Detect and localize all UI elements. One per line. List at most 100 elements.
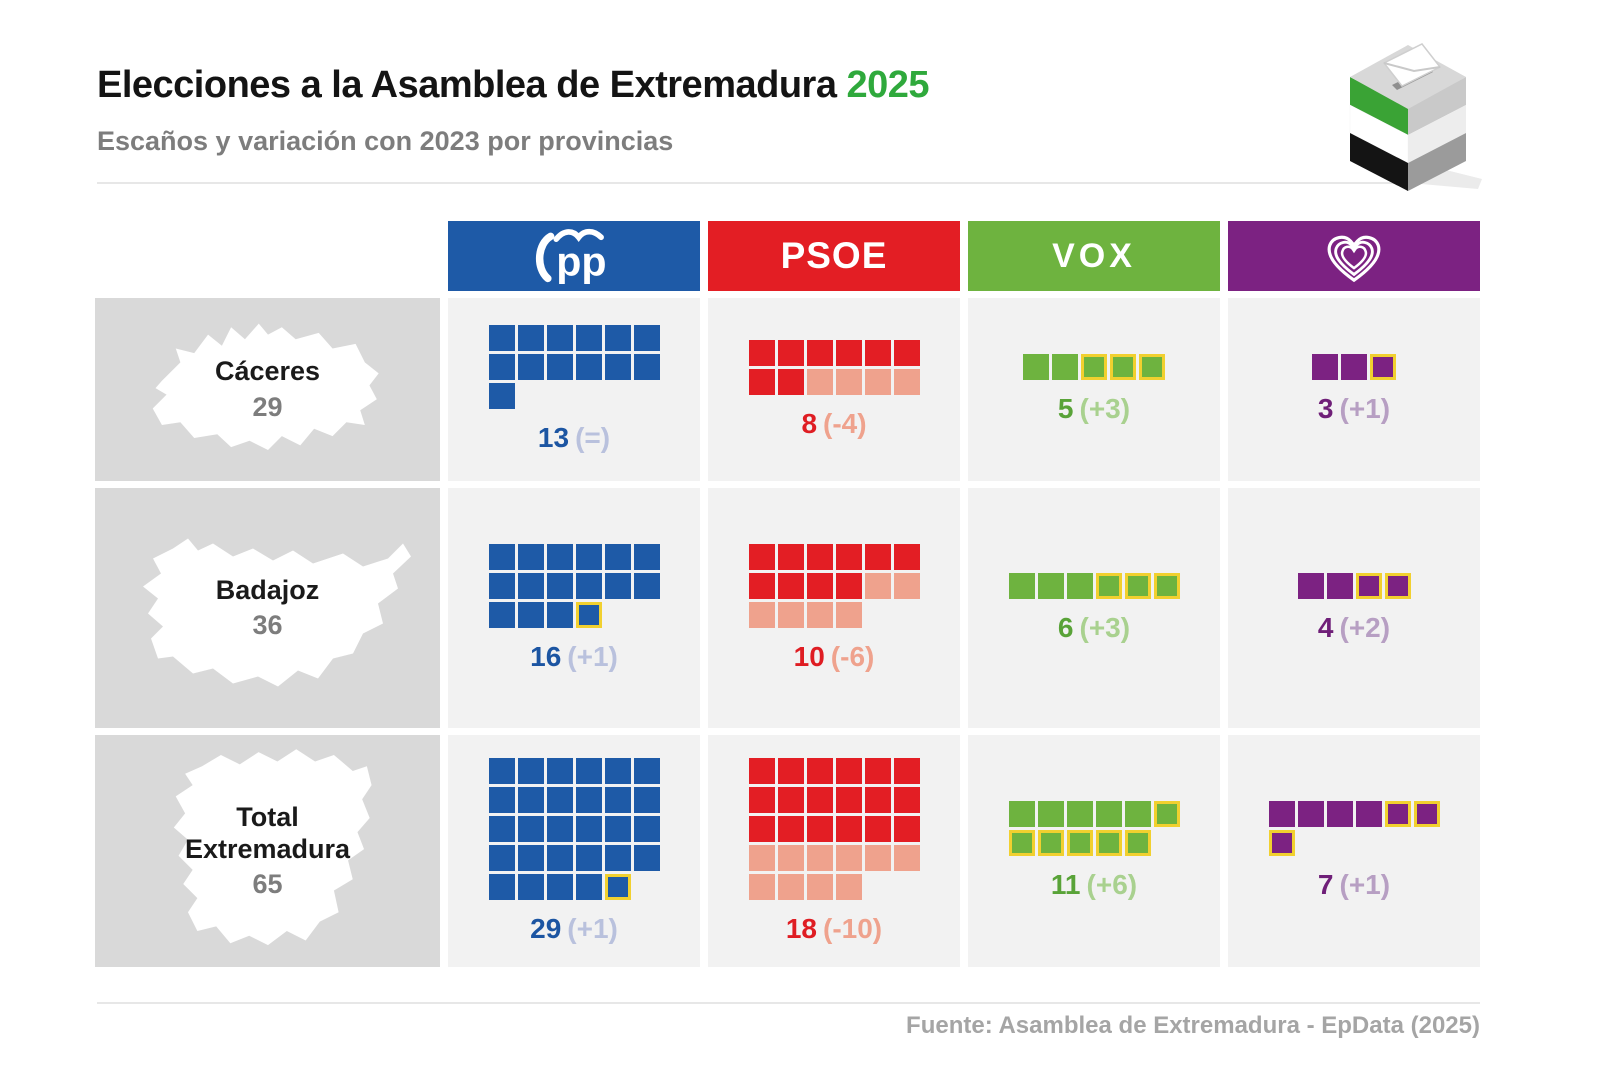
seat-change: (+1) [567,912,618,944]
seat-square-gained [1153,572,1180,599]
seat-square [633,757,660,784]
seat-square [517,601,544,628]
seat-square [777,368,804,395]
seat-count-label: 16 (+1) [530,641,618,673]
waffle-row [1008,830,1151,856]
seat-square [517,786,544,813]
seat-square [1066,801,1093,827]
seat-count: 11 [1050,869,1081,900]
waffle-row [1297,572,1411,599]
seat-square [893,543,920,570]
seat-change: (+2) [1339,611,1391,643]
vox-seat-waffle [1023,354,1165,380]
waffle-row [1268,801,1440,827]
seat-square [546,543,573,570]
seat-count: 13 [537,422,570,453]
seat-cell-psoe-2: 18 (-10) [708,735,960,967]
seat-cell-pp-1: 16 (+1) [448,488,700,728]
seat-square [488,786,515,813]
psoe-seat-waffle [748,757,920,900]
seat-square [633,325,660,351]
waffle-row [488,873,631,900]
seat-cell-upe-0: 3 (+1) [1228,298,1480,481]
seat-count: 18 [785,912,818,944]
seat-square [575,815,602,842]
seat-square [546,786,573,813]
seat-square [777,786,804,813]
seat-square [1341,354,1367,380]
seat-change: (-6) [830,640,875,672]
seat-cell-vox-1: 6 (+3) [968,488,1220,728]
seat-square-gained [1008,830,1035,856]
seat-square-gained [1110,354,1136,380]
seat-square-lost [777,873,804,900]
seat-square-gained [1268,830,1295,856]
seat-square [835,815,862,842]
seat-square-gained [1124,572,1151,599]
region-name: Badajoz [215,574,320,605]
seat-square-lost [835,873,862,900]
pp-logo-icon: pp [535,228,607,285]
svg-text:pp: pp [556,239,606,285]
party-header-pp: pp [448,221,700,291]
seat-square-gained [604,873,631,900]
party-header-vox: VOX [968,221,1220,291]
seat-square [633,815,660,842]
psoe-wordmark: PSOE [780,235,888,276]
seat-square [835,757,862,784]
pp-seat-waffle [488,543,660,628]
seat-square [604,786,631,813]
seat-square [1095,801,1122,827]
region-name: Cáceres [214,356,321,387]
waffle-row [748,844,920,871]
waffle-row [748,873,862,900]
seat-square [517,873,544,900]
seat-square [1297,801,1324,827]
seat-square [546,757,573,784]
seat-count: 4 [1317,611,1334,643]
waffle-row [748,543,920,570]
seat-square [777,339,804,366]
seat-square-lost [835,844,862,871]
region-cell-1: Badajoz 36 [95,488,440,728]
seat-square [604,815,631,842]
seat-square [1297,572,1324,599]
seat-count: 7 [1317,869,1334,900]
seat-square-lost [806,873,833,900]
seat-square [777,757,804,784]
source-text: Fuente: Asamblea de Extremadura - EpData… [906,1012,1480,1039]
region-label-0: Cáceres 29 [95,298,440,481]
seat-square [835,339,862,366]
seat-cell-psoe-1: 10 (-6) [708,488,960,728]
seat-square [517,815,544,842]
seat-square [835,786,862,813]
region-label-2: Total Extremadura 65 [95,735,440,967]
seat-square [633,543,660,570]
seat-square [488,815,515,842]
seat-square [835,572,862,599]
seat-square [517,325,544,351]
seat-square [633,354,660,380]
badajoz-map-silhouette [142,538,411,686]
seat-square [488,354,515,380]
extremadura-map-silhouette [173,749,372,946]
seat-square [748,368,775,395]
seat-square [1037,801,1064,827]
seat-square-lost [748,873,775,900]
seat-square [806,815,833,842]
seat-square [575,844,602,871]
waffle-row [748,757,920,784]
seat-square [806,572,833,599]
ballot-box-extremadura-flag-icon [1349,43,1482,191]
seat-square [1124,801,1151,827]
seat-square [835,543,862,570]
seat-square [777,815,804,842]
seat-count: 8 [801,407,818,439]
waffle-row [748,601,862,628]
seat-square [546,815,573,842]
seat-square-gained [1139,354,1165,380]
page-title: Elecciones a la Asamblea de Extremadura … [97,64,930,107]
waffle-row [1312,354,1396,380]
waffle-row [488,572,660,599]
grid-corner-spacer [95,221,440,291]
